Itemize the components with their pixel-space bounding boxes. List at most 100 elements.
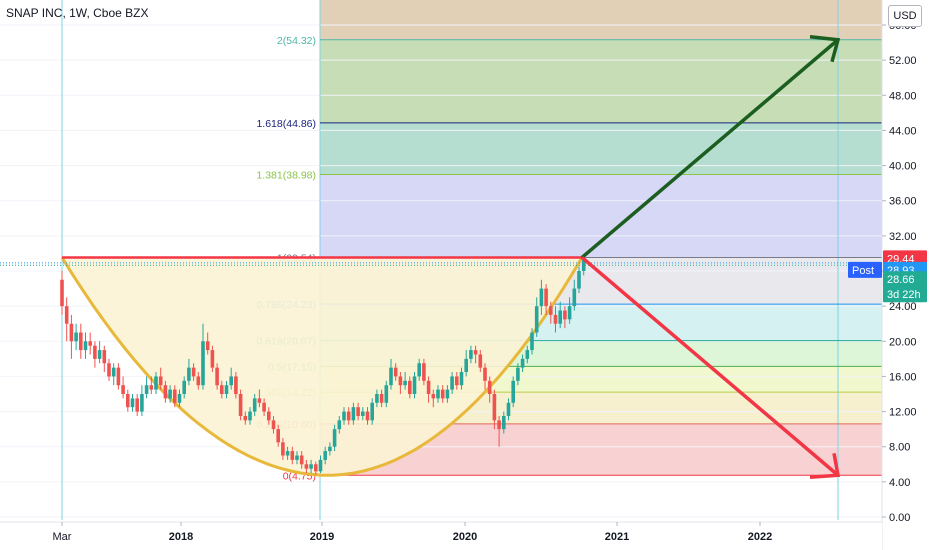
candle-body	[69, 323, 74, 342]
cup-fill	[62, 257, 582, 476]
candle-body	[304, 464, 309, 469]
candle-body	[450, 376, 454, 390]
candle-body	[215, 367, 219, 386]
symbol-title: SNAP INC, 1W, Cboe BZX	[6, 6, 149, 20]
candle-body	[506, 402, 511, 416]
candle-body	[220, 385, 224, 394]
candle-body	[375, 394, 379, 403]
candle-body	[163, 385, 168, 399]
candle-body	[97, 350, 102, 359]
candle-body	[135, 398, 139, 412]
y-tick-label: 8.00	[889, 442, 910, 454]
candle-body	[534, 306, 539, 333]
y-tick-label: 52.00	[889, 55, 917, 67]
y-tick-label: 12.00	[889, 407, 917, 419]
candle-body	[205, 341, 210, 351]
candle-body	[492, 394, 497, 421]
candle-body	[309, 464, 313, 469]
candle-body	[361, 411, 365, 416]
candle-body	[107, 363, 111, 377]
candle-body	[469, 350, 473, 359]
candle-body	[318, 459, 323, 472]
candle-body	[290, 451, 295, 460]
x-tick-label: 2022	[748, 531, 772, 543]
candle-body	[530, 332, 534, 351]
candle-body	[426, 380, 431, 394]
candle-body	[177, 394, 182, 403]
candle-body	[346, 411, 351, 421]
candle-body	[539, 288, 544, 307]
candle-body	[511, 380, 515, 403]
currency-button[interactable]: USD	[888, 5, 922, 27]
candles	[60, 255, 586, 475]
fib-band	[320, 0, 882, 40]
fib-label: 1.618(44.86)	[256, 118, 316, 130]
candle-body	[337, 420, 342, 430]
xaxis-bg	[0, 522, 882, 550]
candle-body	[276, 429, 280, 443]
candle-body	[210, 350, 215, 368]
x-tick-label: 2021	[605, 531, 629, 543]
candle-body	[487, 380, 492, 394]
candle-body	[102, 350, 107, 364]
candle-body	[121, 385, 125, 394]
candle-body	[323, 451, 327, 460]
candle-body	[459, 372, 464, 386]
y-tick-label: 32.00	[889, 231, 917, 243]
candle-body	[229, 376, 233, 386]
candle-body	[379, 394, 384, 403]
y-tick-label: 4.00	[889, 477, 910, 489]
bearish-arrowhead	[809, 452, 841, 480]
bullish-arrow	[580, 38, 840, 259]
candle-body	[464, 358, 468, 373]
y-tick-label: 36.00	[889, 196, 917, 208]
candle-body	[88, 341, 92, 346]
candle-body	[478, 354, 483, 368]
bullish-arrowhead	[809, 35, 841, 63]
fib-label: 1.381(38.98)	[256, 170, 316, 182]
candle-body	[60, 279, 64, 307]
candle-body	[314, 464, 318, 472]
candle-body	[285, 451, 290, 456]
candle-body	[191, 367, 196, 377]
fib-label: 2(54.32)	[277, 35, 316, 47]
candle-body	[140, 394, 144, 412]
candle-body	[408, 380, 412, 394]
candle-body	[520, 358, 525, 368]
candle-body	[252, 398, 257, 412]
candle-body	[267, 411, 271, 421]
candle-body	[238, 394, 243, 416]
candle-body	[393, 367, 398, 377]
candle-body	[445, 389, 450, 399]
candle-body	[558, 310, 562, 324]
candle-body	[563, 310, 567, 320]
candle-body	[567, 306, 572, 320]
candle-body	[351, 407, 356, 421]
candle-body	[299, 455, 304, 465]
price-tag-label: Post	[852, 265, 874, 277]
candle-body	[516, 367, 520, 381]
candle-body	[412, 376, 417, 394]
candle-body	[544, 288, 548, 307]
candle-body	[384, 385, 389, 403]
candle-body	[126, 394, 130, 408]
candle-body	[116, 367, 121, 386]
y-tick-label: 40.00	[889, 161, 917, 173]
x-tick-label: 2018	[169, 531, 193, 543]
candle-body	[398, 376, 403, 386]
candle-body	[79, 332, 83, 351]
bearish-arrow	[580, 256, 840, 477]
candle-body	[328, 446, 332, 452]
candle-body	[173, 389, 177, 403]
candle-body	[356, 407, 360, 416]
candle-body	[201, 341, 205, 386]
candle-body	[403, 380, 407, 386]
candle-body	[525, 350, 530, 359]
candle-body	[262, 402, 266, 412]
price-tag	[883, 286, 927, 303]
candle-body	[144, 385, 149, 394]
price-tag-label: 28.66	[887, 274, 915, 286]
candle-body	[440, 389, 445, 399]
candle-body	[417, 363, 421, 377]
